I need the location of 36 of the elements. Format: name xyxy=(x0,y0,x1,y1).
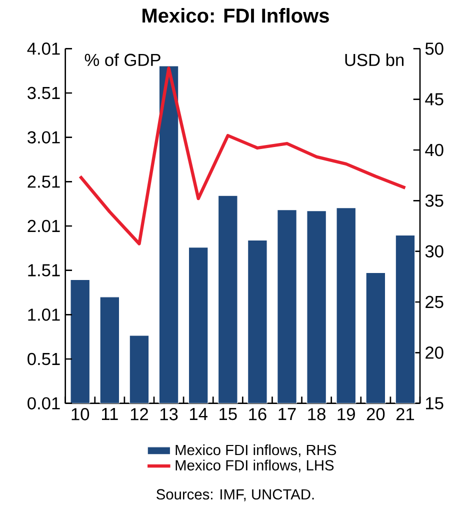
x-tick-label: 17 xyxy=(278,408,296,420)
x-tick-label: 13 xyxy=(160,408,178,420)
x-tick-label: 19 xyxy=(338,408,355,420)
chart-title: Mexico: FDI Inflows xyxy=(142,8,329,23)
x-tick-label: 21 xyxy=(396,408,414,420)
y2-tick-label: 50 xyxy=(425,42,444,55)
x-tick-label: 14 xyxy=(190,408,208,420)
y2-tick-label: 25 xyxy=(426,296,444,308)
y-tick-label: 1.01 xyxy=(28,308,60,321)
y-tick-label: 3.51 xyxy=(28,86,60,100)
x-tick-label: 15 xyxy=(220,408,237,420)
y2-tick-label: 35 xyxy=(425,194,444,207)
legend-label: Mexico FDI inflows, RHS xyxy=(176,444,336,457)
y2-tick-label: 40 xyxy=(425,144,444,156)
y2-tick-label: 15 xyxy=(426,397,444,410)
y2-tick-label: 30 xyxy=(425,245,444,258)
x-tick-label: 11 xyxy=(102,408,118,420)
y-tick-label: 3.01 xyxy=(28,131,60,144)
y2-tick-label: 20 xyxy=(426,346,444,359)
x-tick-label: 10 xyxy=(72,408,90,420)
x-tick-label: 20 xyxy=(366,408,385,420)
y2-tick-label: 45 xyxy=(425,93,444,106)
y-axis-title: % of GDP xyxy=(84,53,160,66)
y-tick-label: 2.51 xyxy=(28,176,60,188)
source-note: Sources: IMF, UNCTAD. xyxy=(156,489,314,502)
x-tick-label: 12 xyxy=(130,408,148,420)
y-tick-label: 1.51 xyxy=(28,264,60,276)
y-tick-label: 4.01 xyxy=(27,42,60,55)
x-tick-label: 16 xyxy=(249,408,266,420)
y2-axis-title: USD bn xyxy=(345,53,404,66)
y-tick-label: 0.51 xyxy=(28,352,60,366)
line-series xyxy=(78,66,407,246)
legend-label: Mexico FDI inflows, LHS xyxy=(176,460,334,472)
y-tick-label: 2.01 xyxy=(28,220,60,232)
y-tick-label: 0.01 xyxy=(28,397,60,410)
x-tick-label: 18 xyxy=(308,408,326,420)
